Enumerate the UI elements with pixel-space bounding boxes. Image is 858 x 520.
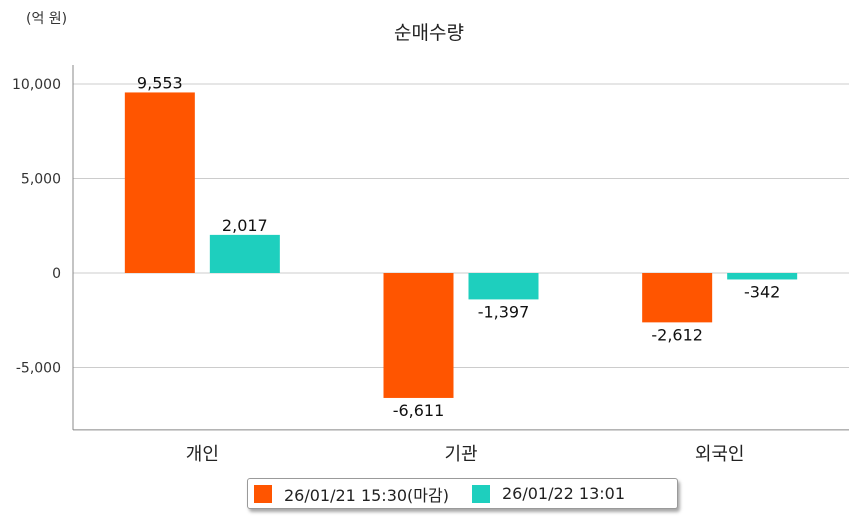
data-label: -2,612 — [651, 325, 703, 344]
x-category-label: 기관 — [444, 444, 477, 465]
legend-label-series-2: 26/01/22 13:01 — [501, 484, 626, 503]
bar-series-2[interactable] — [209, 234, 280, 273]
y-tick-label: 0 — [52, 266, 61, 282]
data-label: -6,611 — [393, 401, 445, 420]
y-tick-label: 10,000 — [12, 77, 61, 93]
data-labels: 9,553 2,017 -6,611 -1,397 -2,612 -342 — [137, 73, 780, 419]
legend-item-series-2[interactable]: 26/01/22 13:01 — [471, 479, 626, 508]
bar-series-2[interactable] — [727, 273, 798, 280]
data-label: 9,553 — [137, 73, 183, 92]
y-tick-label: 5,000 — [21, 172, 61, 188]
bar-series-1[interactable] — [124, 92, 195, 273]
bar-series-2[interactable] — [468, 273, 539, 300]
bars — [124, 92, 798, 398]
legend-item-series-1[interactable]: 26/01/21 15:30(마감) — [254, 479, 449, 508]
legend-swatch-series-1 — [254, 484, 272, 503]
legend-label-series-1: 26/01/21 15:30(마감) — [284, 485, 449, 505]
chart-title: 순매수량 — [394, 22, 464, 44]
data-label: 2,017 — [222, 216, 268, 235]
x-category-label: 개인 — [186, 444, 219, 465]
legend-swatch-series-2 — [471, 484, 490, 503]
grid-lines — [73, 83, 849, 368]
y-tick-label: -5,000 — [16, 361, 61, 377]
bar-series-1[interactable] — [642, 273, 713, 323]
data-label: -342 — [744, 282, 780, 301]
unit-label: (억 원) — [26, 11, 68, 27]
x-category-label: 외국인 — [695, 444, 745, 465]
legend: 26/01/21 15:30(마감) 26/01/22 13:01 — [247, 478, 678, 509]
axes: 10,000 5,000 0 -5,000 개인 기관 외국인 — [12, 65, 849, 465]
data-label: -1,397 — [478, 302, 530, 321]
bar-series-1[interactable] — [383, 273, 454, 398]
